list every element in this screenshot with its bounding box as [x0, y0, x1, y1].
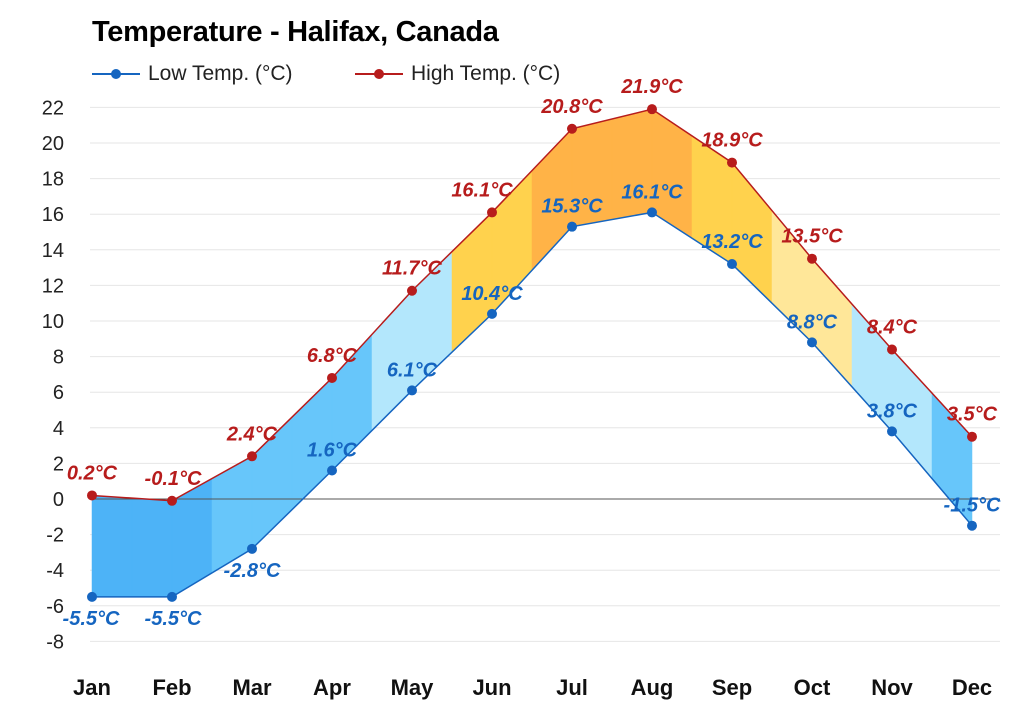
legend-low-marker-icon	[92, 69, 140, 79]
high-data-label: 18.9°C	[701, 130, 763, 152]
x-tick-label: Jan	[73, 675, 111, 700]
high-data-point	[407, 285, 417, 296]
y-tick-label: 18	[42, 169, 64, 191]
high-data-label: 21.9°C	[620, 76, 683, 98]
y-tick-label: -4	[46, 560, 64, 582]
low-series-line	[92, 211, 973, 598]
y-tick-label: -6	[46, 596, 64, 618]
high-data-point	[327, 372, 337, 383]
low-data-label: 8.8°C	[787, 311, 838, 333]
y-tick-label: -2	[46, 525, 64, 547]
y-tick-label: 2	[53, 453, 64, 475]
high-series-line	[91, 108, 973, 502]
legend-high-marker-icon	[355, 69, 403, 79]
band-segment	[131, 497, 173, 598]
y-tick-label: 16	[42, 204, 64, 226]
y-tick-label: 8	[53, 347, 64, 369]
x-tick-label: Sep	[712, 675, 752, 700]
y-tick-label: 20	[42, 133, 64, 155]
low-data-label: 15.3°C	[541, 196, 603, 218]
x-tick-label: Nov	[871, 675, 913, 700]
x-tick-label: Jul	[556, 675, 588, 700]
low-data-point	[87, 591, 97, 602]
band-segment	[651, 108, 693, 239]
x-tick-label: Feb	[152, 675, 191, 700]
x-tick-label: Dec	[952, 675, 992, 700]
high-data-point	[87, 490, 97, 501]
legend-high-label: High Temp. (°C)	[411, 62, 561, 85]
band-segment	[211, 455, 253, 574]
y-tick-label: 12	[42, 275, 64, 297]
high-data-label: 0.2°C	[67, 462, 118, 484]
high-data-label: 2.4°C	[226, 423, 278, 445]
high-data-label: 11.7°C	[382, 258, 442, 280]
low-data-point	[967, 520, 977, 531]
chart-title: Temperature - Halifax, Canada	[92, 16, 499, 48]
low-data-label: -5.5°C	[145, 608, 202, 630]
low-data-point	[327, 465, 337, 476]
legend-low-label: Low Temp. (°C)	[148, 62, 293, 85]
low-data-label: 1.6°C	[307, 440, 358, 462]
low-data-point	[647, 207, 657, 218]
low-data-point	[887, 426, 897, 437]
high-data-label: 16.1°C	[451, 179, 513, 201]
high-data-point	[647, 104, 657, 115]
y-tick-label: 6	[53, 382, 64, 404]
y-tick-label: -8	[46, 631, 64, 653]
low-data-point	[487, 308, 497, 319]
x-tick-label: May	[391, 675, 435, 700]
y-tick-label: 10	[42, 311, 64, 333]
high-data-point	[887, 344, 897, 355]
high-data-label: 8.4°C	[867, 316, 918, 338]
x-tick-label: Aug	[631, 675, 674, 700]
y-tick-label: 4	[53, 418, 64, 440]
low-data-point	[247, 543, 257, 554]
y-tick-label: 0	[53, 489, 64, 511]
low-data-label: -2.8°C	[224, 560, 281, 582]
low-data-label: -1.5°C	[944, 495, 1001, 517]
high-data-label: -0.1°C	[145, 468, 202, 490]
x-tick-label: Oct	[794, 675, 831, 700]
band-segment	[171, 478, 213, 598]
high-data-label: 20.8°C	[540, 96, 603, 118]
high-data-point	[807, 253, 817, 264]
high-data-label: 6.8°C	[307, 345, 358, 367]
low-data-label: 3.8°C	[867, 400, 918, 422]
low-data-point	[727, 259, 737, 270]
low-data-label: 13.2°C	[701, 231, 763, 253]
low-data-label: 16.1°C	[621, 181, 683, 203]
high-data-label: 13.5°C	[781, 226, 843, 248]
high-data-point	[567, 123, 577, 134]
low-data-label: 6.1°C	[387, 359, 438, 381]
low-data-point	[807, 337, 817, 348]
high-data-label: 3.5°C	[947, 404, 998, 426]
low-data-label: 10.4°C	[461, 283, 523, 305]
high-data-point	[487, 207, 497, 218]
low-data-point	[167, 591, 177, 602]
legend-item-high[interactable]: High Temp. (°C)	[355, 62, 560, 86]
high-data-point	[247, 451, 257, 462]
x-tick-label: Jun	[472, 675, 511, 700]
high-data-point	[967, 431, 977, 442]
low-data-point	[407, 385, 417, 396]
band-segment	[91, 495, 133, 598]
y-tick-label: 14	[42, 240, 64, 262]
y-tick-label: 22	[42, 97, 64, 119]
legend-item-low[interactable]: Low Temp. (°C)	[92, 62, 293, 86]
x-tick-label: Mar	[232, 675, 272, 700]
high-data-point	[727, 157, 737, 168]
low-data-point	[567, 221, 577, 232]
x-tick-label: Apr	[313, 675, 351, 700]
low-data-label: -5.5°C	[63, 608, 120, 630]
high-data-point	[167, 495, 177, 506]
